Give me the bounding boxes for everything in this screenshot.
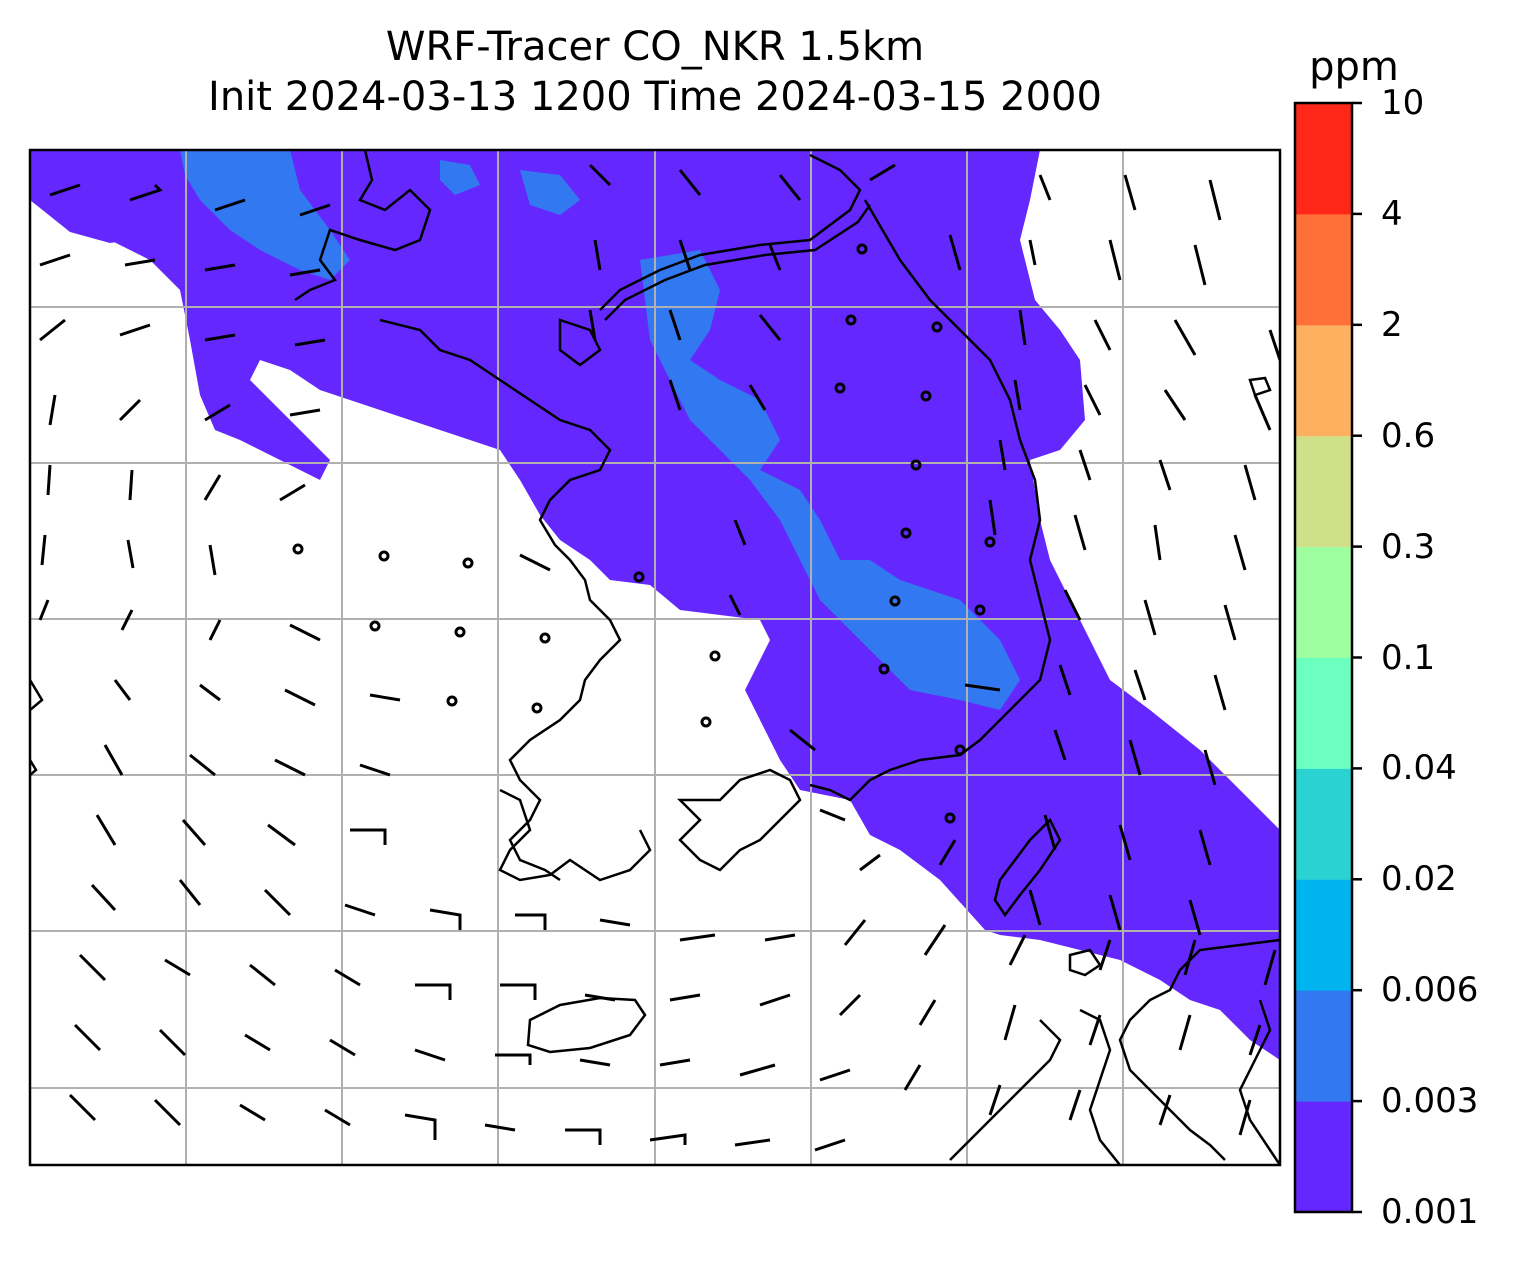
title-line-1: WRF-Tracer CO_NKR 1.5km: [385, 24, 925, 70]
colorbar-segment-3: [1295, 768, 1352, 880]
colorbar-segment-8: [1295, 213, 1352, 326]
colorbar-tick-label: 0.1: [1381, 637, 1436, 678]
colorbar-segment-0: [1295, 1101, 1352, 1213]
coastlines: [30, 150, 1280, 1165]
colorbar-tick-label: 2: [1381, 304, 1403, 345]
colorbar-tick-label: 0.02: [1381, 859, 1457, 900]
wind-barbs: [38, 163, 1280, 1152]
plume-mid-concentration-center: [640, 250, 1020, 710]
colorbar-segment-7: [1295, 324, 1352, 437]
colorbar-segment-5: [1295, 546, 1352, 658]
colorbar-tick-label: 0.04: [1381, 748, 1457, 789]
calm-wind-markers: [292, 243, 996, 824]
colorbar-segment-4: [1295, 657, 1352, 769]
colorbar-tick-label: 4: [1381, 193, 1403, 234]
colorbar-segment-1: [1295, 990, 1352, 1102]
map-grid: [30, 150, 1280, 1165]
colorbar-unit: ppm: [1309, 44, 1399, 90]
colorbar-tick-label: 0.6: [1381, 415, 1436, 456]
colorbar-segment-6: [1295, 435, 1352, 548]
plume-mid-concentration-north: [180, 150, 350, 280]
colorbar-tick-label: 0.003: [1381, 1081, 1479, 1122]
map-title: WRF-Tracer CO_NKR 1.5km Init 2024-03-13 …: [30, 22, 1280, 122]
plume-mid-concentration-patch-2: [440, 160, 480, 195]
colorbar-tick-label: 0.3: [1381, 526, 1436, 567]
plume-mid-concentration-patch: [520, 170, 580, 215]
colorbar-ticks: [1352, 101, 1362, 1214]
colorbar-tick-label: 10: [1381, 83, 1425, 123]
colorbar-segment-9: [1295, 103, 1352, 215]
map-frame: [28, 148, 1282, 1167]
colorbar-segment-2: [1295, 879, 1352, 991]
colorbar-tick-label: 0.001: [1381, 1192, 1479, 1232]
colorbar-tick-label: 0.006: [1381, 970, 1479, 1011]
colorbar: [1295, 103, 1352, 1213]
title-line-2: Init 2024-03-13 1200 Time 2024-03-15 200…: [208, 74, 1102, 120]
plume-extension-west: [30, 198, 130, 243]
